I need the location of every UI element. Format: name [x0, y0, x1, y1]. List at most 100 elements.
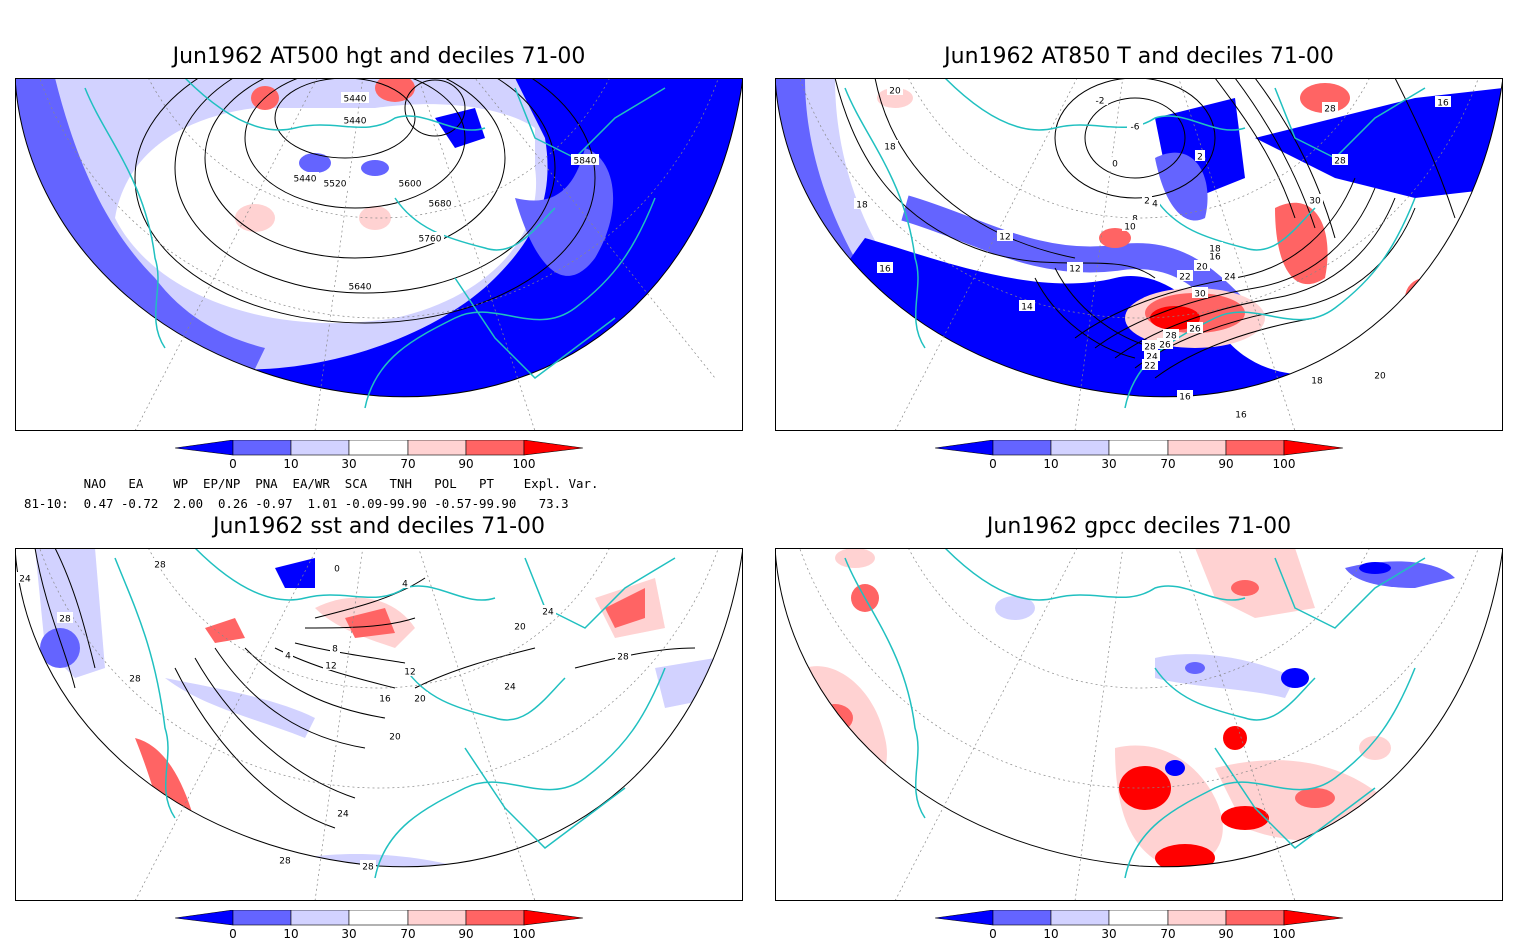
contour-label: 30: [1194, 290, 1206, 300]
colorbar-tick-label: 10: [1043, 927, 1059, 941]
colorbar-segment-70-90: [1167, 440, 1227, 456]
contour-label: 18: [856, 201, 868, 211]
colorbar-tick-label: 30: [1101, 927, 1117, 941]
contour-label: 24: [504, 683, 516, 693]
contour-label: 24: [542, 608, 554, 618]
colorbar-tick-label: 100: [1272, 927, 1296, 941]
contour-label: 28: [59, 615, 71, 625]
contour-label: 28: [1324, 105, 1336, 115]
contour-label: 16: [1179, 393, 1191, 403]
colorbar-segment-below-0: [935, 440, 994, 456]
colorbar-tick-label: 0: [229, 927, 237, 941]
colorbar-4: 0 10 30 70 90 100: [935, 910, 1345, 946]
contour-label: 0: [334, 565, 340, 575]
indices-row: 81-10: 0.47 -0.72 2.00 0.26 -0.97 1.01 -…: [24, 496, 569, 511]
contour-label: 4: [1152, 200, 1158, 210]
colorbar-tick-label: 10: [1043, 457, 1059, 471]
colorbar-tick-label: 100: [1272, 457, 1296, 471]
indices-header: NAO EA WP EP/NP PNA EA/WR SCA TNH POL PT…: [24, 476, 599, 491]
contour-label: -6: [1131, 123, 1140, 133]
contour-label: 26: [1189, 325, 1201, 335]
contour-label: 18: [1311, 377, 1323, 387]
colorbar-segment-70-90: [407, 440, 467, 456]
colorbar-segment-90-100: [1225, 440, 1285, 456]
contour-label: 28: [1144, 343, 1156, 353]
colorbar-segment-below-0: [175, 440, 234, 456]
colorbar-segment-70-90: [1167, 910, 1227, 926]
colorbar-segment-above-100: [523, 910, 584, 926]
colorbar-segment-10-30: [1050, 910, 1110, 926]
contour-label: 24: [337, 810, 349, 820]
colorbar-tick-label: 10: [283, 457, 299, 471]
contour-label: 16: [379, 695, 391, 705]
contour-label: 24: [1224, 273, 1236, 283]
panel-2-title: Jun1962 AT850 T and deciles 71-00: [944, 44, 1334, 69]
colorbar-tick-label: 0: [989, 927, 997, 941]
colorbar-tick-label: 70: [400, 927, 416, 941]
map-gpcc: [775, 548, 1503, 901]
contour-label: 5840: [574, 157, 597, 167]
colorbar-segment-0-10: [992, 910, 1052, 926]
contour-label: 8: [332, 645, 338, 655]
colorbar-tick-label: 70: [1160, 457, 1176, 471]
colorbar-segment-30-70: [348, 910, 409, 926]
contour-label: 20: [514, 623, 526, 633]
contour-label: 5440: [344, 95, 367, 105]
colorbar-tick-label: 0: [989, 457, 997, 471]
contour-label: 2: [1197, 153, 1203, 163]
contour-label: 28: [362, 863, 374, 873]
contour-label: 28: [1165, 332, 1177, 342]
contour-label: 5440: [294, 175, 317, 185]
map-at850-t: 20 18 18 16 14 12 12 2 -2 -6 0 2 4 8 10 16 18 20 22 24 26 28 3…: [775, 78, 1503, 431]
contour-label: 4: [402, 580, 408, 590]
contour-label: 28: [129, 675, 141, 685]
colorbar-tick-label: 100: [512, 457, 536, 471]
colorbar-segment-30-70: [348, 440, 409, 456]
contour-label: 28: [279, 857, 291, 867]
contour-label: 16: [1235, 411, 1247, 421]
colorbar-segment-above-100: [1283, 440, 1344, 456]
contour-label: -2: [1096, 97, 1105, 107]
contour-label: 14: [1021, 303, 1033, 313]
colorbar-tick-label: 30: [1101, 457, 1117, 471]
colorbar-tick-label: 70: [400, 457, 416, 471]
contour-label: 4: [285, 652, 291, 662]
contour-label: 0: [1112, 160, 1118, 170]
contour-label: 16: [1209, 253, 1221, 263]
contour-label: 12: [325, 662, 336, 672]
contour-label: 20: [389, 733, 401, 743]
contour-label: 20: [414, 695, 426, 705]
contour-label: 20: [889, 87, 901, 97]
contour-label: 5640: [349, 283, 372, 293]
colorbar-segment-0-10: [232, 440, 292, 456]
colorbar-tick-label: 70: [1160, 927, 1176, 941]
colorbar-segment-10-30: [1050, 440, 1110, 456]
contour-label: 20: [1374, 372, 1386, 382]
colorbar-2: 0 10 30 70 90 100: [935, 440, 1345, 476]
contour-label: 22: [1179, 273, 1190, 283]
contour-label: 18: [1209, 245, 1221, 255]
colorbar-segment-10-30: [290, 440, 350, 456]
contour-label: 20: [1196, 263, 1208, 273]
colorbar-tick-label: 90: [1218, 927, 1234, 941]
colorbar-tick-label: 0: [229, 457, 237, 471]
contour-label: 12: [999, 233, 1010, 243]
colorbar-3: 0 10 30 70 90 100: [175, 910, 585, 946]
contour-label: 28: [617, 653, 629, 663]
panel-3-title: Jun1962 sst and deciles 71-00: [212, 514, 546, 539]
contour-label: 5600: [399, 180, 422, 190]
contour-label: 24: [19, 575, 31, 585]
contour-label: 12: [404, 668, 415, 678]
contour-label: 24: [1146, 353, 1158, 363]
contour-label: 5520: [324, 180, 347, 190]
colorbar-tick-label: 90: [458, 457, 474, 471]
colorbar-segment-10-30: [290, 910, 350, 926]
colorbar-segment-below-0: [935, 910, 994, 926]
contour-label: 30: [1309, 197, 1321, 207]
contour-label: 10: [1124, 223, 1136, 233]
contour-label: 8: [1132, 215, 1138, 225]
colorbar-segment-70-90: [407, 910, 467, 926]
colorbar-segment-above-100: [1283, 910, 1344, 926]
contour-label: 2: [1144, 197, 1150, 207]
colorbar-tick-label: 90: [458, 927, 474, 941]
